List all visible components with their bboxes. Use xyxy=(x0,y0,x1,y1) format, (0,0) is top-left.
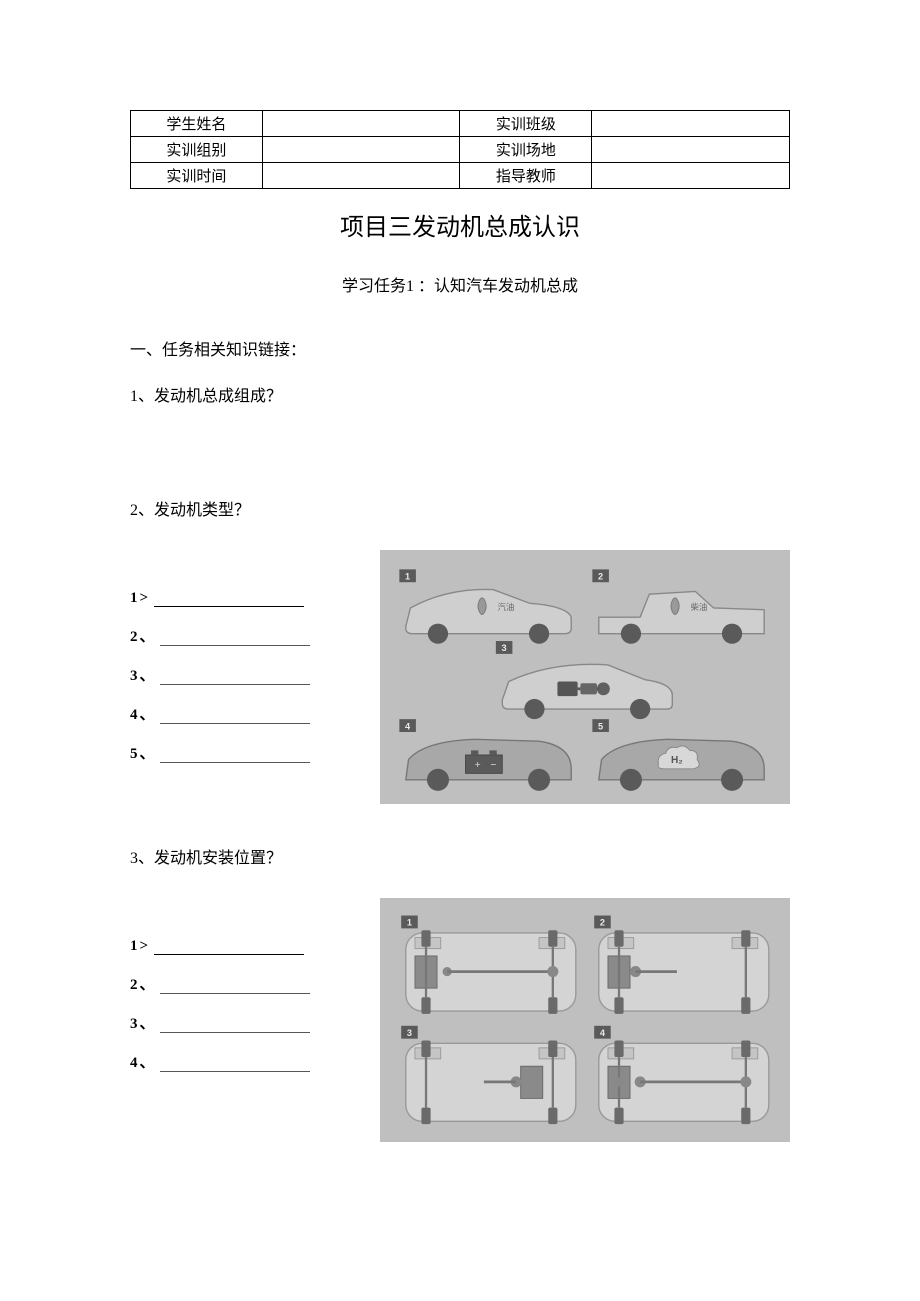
page-title: 项目三发动机总成认识 xyxy=(130,207,790,242)
cell-time-label: 实训时间 xyxy=(131,163,263,189)
engine-type-diagram: 1 汽油 2 柴油 3 xyxy=(380,550,790,804)
fuel-label: 汽油 xyxy=(498,602,515,612)
svg-text:−: − xyxy=(490,760,496,771)
cell-location-value[interactable] xyxy=(592,137,790,163)
blank-line: 5、 xyxy=(130,742,350,763)
q2-blanks: 1> 2、 3、 4、 5、 xyxy=(130,550,350,763)
svg-text:+: + xyxy=(475,760,481,771)
blank-number: 3 xyxy=(130,668,138,684)
engine-position-diagram: 1 2 xyxy=(380,898,790,1143)
student-info-table: 学生姓名 实训班级 实训组别 实训场地 实训时间 指导教师 xyxy=(130,110,790,189)
blank-sep: 、 xyxy=(140,977,155,993)
engine-position-svg: 1 2 xyxy=(392,910,778,1131)
q3-content-row: 1> 2、 3、 4、 1 xyxy=(130,898,790,1143)
blank-line: 2、 xyxy=(130,973,350,994)
table-row: 实训时间 指导教师 xyxy=(131,163,790,189)
blank-number: 1 xyxy=(130,590,138,606)
blank-underline[interactable] xyxy=(160,979,310,994)
q3-blanks: 1> 2、 3、 4、 xyxy=(130,898,350,1072)
cell-teacher-label: 指导教师 xyxy=(460,163,592,189)
cell-student-name-value[interactable] xyxy=(262,111,460,137)
blank-sep: 、 xyxy=(140,1016,155,1032)
blank-line: 1> xyxy=(130,590,350,607)
question-1: 1、发动机总成组成？ xyxy=(130,382,790,406)
blank-underline[interactable] xyxy=(160,1057,310,1072)
blank-number: 3 xyxy=(130,1016,138,1032)
cell-class-value[interactable] xyxy=(592,111,790,137)
engine-type-svg: 1 汽油 2 柴油 3 xyxy=(392,562,778,792)
blank-line: 4、 xyxy=(130,703,350,724)
h2-label: H₂ xyxy=(671,755,683,766)
cell-teacher-value[interactable] xyxy=(592,163,790,189)
cell-time-value[interactable] xyxy=(262,163,460,189)
svg-text:4: 4 xyxy=(600,1028,606,1038)
table-row: 学生姓名 实训班级 xyxy=(131,111,790,137)
cell-group-value[interactable] xyxy=(262,137,460,163)
blank-number: 4 xyxy=(130,707,138,723)
blank-sep: 、 xyxy=(140,1055,155,1071)
car-5-icon: 5 H₂ xyxy=(592,719,764,791)
blank-underline[interactable] xyxy=(160,670,310,685)
question-2: 2、发动机类型？ xyxy=(130,496,790,520)
blank-underline[interactable] xyxy=(154,592,304,607)
blank-number: 4 xyxy=(130,1055,138,1071)
blank-sep: 、 xyxy=(140,629,155,645)
fuel-label: 柴油 xyxy=(691,602,708,612)
svg-text:3: 3 xyxy=(407,1028,412,1038)
chassis-2-icon: 2 xyxy=(594,915,769,1013)
table-row: 实训组别 实训场地 xyxy=(131,137,790,163)
blank-sep: 、 xyxy=(140,668,155,684)
car-2-icon: 2 柴油 xyxy=(592,569,764,643)
blank-number: 5 xyxy=(130,746,138,762)
car-1-icon: 1 汽油 xyxy=(399,569,571,643)
blank-sep: 、 xyxy=(140,746,155,762)
blank-number: 1 xyxy=(130,938,138,954)
cell-group-label: 实训组别 xyxy=(131,137,263,163)
blank-line: 4、 xyxy=(130,1051,350,1072)
hybrid-engine-icon xyxy=(557,681,609,696)
blank-underline[interactable] xyxy=(160,631,310,646)
question-3: 3、发动机安装位置？ xyxy=(130,844,790,868)
blank-underline[interactable] xyxy=(154,940,304,955)
blank-line: 3、 xyxy=(130,664,350,685)
section-heading: 一、任务相关知识链接： xyxy=(130,336,790,360)
blank-line: 2、 xyxy=(130,625,350,646)
blank-number: 2 xyxy=(130,629,138,645)
car-4-icon: 4 + − xyxy=(399,719,571,791)
chassis-3-icon: 3 xyxy=(401,1026,576,1124)
blank-line: 1> xyxy=(130,938,350,955)
blank-underline[interactable] xyxy=(160,709,310,724)
blank-sep: 、 xyxy=(140,707,155,723)
svg-text:2: 2 xyxy=(600,917,605,927)
blank-underline[interactable] xyxy=(160,1018,310,1033)
blank-underline[interactable] xyxy=(160,748,310,763)
chassis-1-icon: 1 xyxy=(401,915,576,1013)
svg-text:2: 2 xyxy=(598,571,603,581)
svg-text:5: 5 xyxy=(598,721,603,731)
drop-icon xyxy=(671,598,679,615)
blank-line: 3、 xyxy=(130,1012,350,1033)
blank-sep: > xyxy=(140,938,149,954)
page-subtitle: 学习任务1 ：认知汽车发动机总成 xyxy=(130,272,790,296)
blank-sep: > xyxy=(140,590,149,606)
svg-text:4: 4 xyxy=(405,721,411,731)
chassis-4-icon: 4 xyxy=(594,1026,769,1124)
q2-content-row: 1> 2、 3、 4、 5、 1 汽油 xyxy=(130,550,790,804)
drop-icon xyxy=(478,598,486,615)
svg-text:3: 3 xyxy=(502,643,507,653)
car-3-icon: 3 xyxy=(496,641,672,719)
svg-text:1: 1 xyxy=(407,917,412,927)
cell-student-name-label: 学生姓名 xyxy=(131,111,263,137)
blank-number: 2 xyxy=(130,977,138,993)
svg-text:1: 1 xyxy=(405,571,410,581)
cell-class-label: 实训班级 xyxy=(460,111,592,137)
cell-location-label: 实训场地 xyxy=(460,137,592,163)
